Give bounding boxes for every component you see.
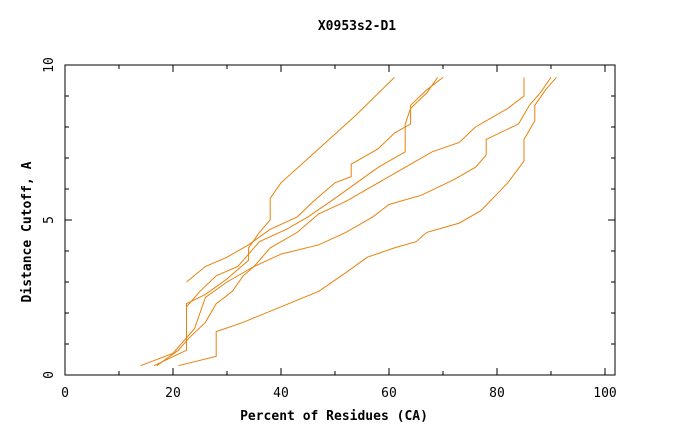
series-line-6: [186, 77, 444, 283]
y-tick-label: 5: [42, 216, 57, 224]
x-tick-label: 0: [61, 386, 69, 401]
y-tick-label: 0: [42, 371, 57, 379]
y-tick-label: 10: [42, 57, 57, 73]
x-tick-label: 60: [381, 386, 397, 401]
series-line-3: [178, 77, 557, 367]
series-line-4: [156, 77, 552, 367]
tick-marks: [64, 64, 615, 376]
x-axis-label: Percent of Residues (CA): [240, 409, 428, 424]
x-tick-label: 40: [273, 386, 289, 401]
x-tick-labels: 0 20 40 60 80 100: [61, 386, 617, 401]
series-group: [140, 77, 557, 367]
plot-frame: [64, 64, 616, 376]
series-line-5: [186, 77, 439, 308]
x-tick-label: 20: [165, 386, 181, 401]
y-tick-labels: 0 5 10: [42, 57, 57, 379]
series-line-1: [153, 77, 395, 367]
chart-title: X0953s2-D1: [318, 19, 396, 34]
x-tick-label: 100: [593, 386, 616, 401]
y-axis-label: Distance Cutoff, A: [20, 161, 35, 302]
x-tick-label: 80: [489, 386, 505, 401]
series-line-2: [140, 77, 525, 367]
